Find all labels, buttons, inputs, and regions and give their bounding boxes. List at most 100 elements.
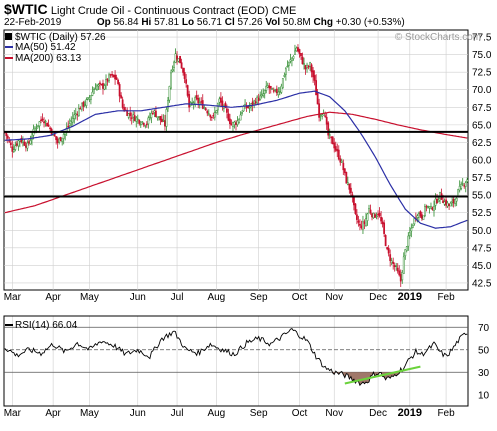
candle-body <box>393 265 396 267</box>
candle-body <box>105 79 107 86</box>
lo-value: 56.71 <box>196 17 222 28</box>
candle-body <box>297 47 299 52</box>
candle-body <box>26 142 29 149</box>
candle-body <box>100 83 103 86</box>
candle-body <box>109 74 112 76</box>
candle-body <box>40 119 42 121</box>
hi-label: Hi <box>141 17 152 28</box>
candle-body <box>416 215 419 218</box>
candle-body <box>442 200 444 204</box>
candle-body <box>219 97 222 103</box>
price-y-tick-label: 75.0 <box>472 50 492 61</box>
candle-body <box>148 117 151 120</box>
rsi-y-tick-label: 50 <box>478 345 490 356</box>
candle-body <box>372 212 375 219</box>
candle-body <box>129 112 132 116</box>
candle-body <box>292 56 295 59</box>
candle-body <box>37 125 39 127</box>
candle-body <box>390 260 393 264</box>
candle-body <box>236 120 239 125</box>
candle-body <box>192 102 195 104</box>
candle-body <box>421 214 423 219</box>
candle-body <box>108 74 110 82</box>
candle-body <box>43 121 45 124</box>
candle-body <box>324 115 327 117</box>
candle-body <box>248 106 251 109</box>
candle-body <box>180 62 183 69</box>
candle-body <box>399 274 402 282</box>
candle-body <box>138 119 141 124</box>
candle-body <box>70 120 73 122</box>
candle-body <box>67 125 70 128</box>
candle-body <box>218 98 221 103</box>
candle-body <box>366 213 369 221</box>
rsi-panel: 10 30 50 70 Mar Apr May Jun Jul Aug Sep Oct Nov Dec 20… <box>3 315 490 419</box>
candle-body <box>437 199 440 202</box>
candle-body <box>91 91 94 96</box>
candle-body <box>446 202 449 207</box>
candle-body <box>238 118 240 123</box>
candle-body <box>401 272 404 281</box>
candle-body <box>103 85 106 90</box>
candle-body <box>120 95 123 99</box>
candle-body <box>277 91 280 95</box>
rsi-x-tick-label: Jul <box>171 408 184 419</box>
candle-body <box>229 118 231 125</box>
candle-body <box>411 224 414 228</box>
candle-body <box>186 85 189 96</box>
price-y-tick-label: 42.5 <box>472 278 492 289</box>
candle-body <box>111 74 113 76</box>
candle-body <box>327 122 330 136</box>
chg-value: +0.30 (+0.53%) <box>335 17 405 28</box>
candle-body <box>221 100 224 107</box>
candle-body <box>191 102 194 104</box>
ma50-legend-label: MA(50) 51.42 <box>15 42 76 53</box>
candle-body <box>49 127 51 129</box>
candle-body <box>452 199 455 204</box>
candle-body <box>200 101 203 103</box>
candle-body <box>433 206 435 211</box>
rsi-x-tick-label: Apr <box>45 408 61 419</box>
price-y-tick-label: 45.0 <box>472 261 492 272</box>
candle-body <box>396 267 399 272</box>
candle-body <box>93 89 95 94</box>
candle-body <box>466 179 469 182</box>
candle-body <box>106 78 109 82</box>
candle-body <box>97 84 100 87</box>
candle-body <box>349 187 352 194</box>
price-x-tick-label: Jul <box>171 292 184 303</box>
candle-body <box>73 114 76 119</box>
candle-body <box>235 122 237 125</box>
candle-body <box>384 235 387 247</box>
candle-body <box>281 78 284 88</box>
candle-body <box>139 123 142 126</box>
candle-body <box>253 100 256 104</box>
candle-body <box>215 110 218 113</box>
candle-body <box>365 218 367 226</box>
candle-body <box>12 149 15 152</box>
candle-body <box>381 221 384 225</box>
candle-body <box>298 49 301 54</box>
candle-body <box>179 55 181 64</box>
candle-body <box>241 112 243 114</box>
rsi-plot-frame <box>3 315 469 407</box>
candle-body <box>80 102 83 110</box>
candle-body <box>159 115 162 121</box>
price-x-tick-label: Oct <box>292 292 308 303</box>
candle-body <box>176 55 178 60</box>
candle-body <box>387 248 390 254</box>
candle-body <box>455 197 458 202</box>
candle-body <box>363 221 366 225</box>
candle-body <box>368 208 370 214</box>
candle-body <box>286 65 289 68</box>
vol-value: 50.8M <box>282 17 311 28</box>
candle-body <box>170 72 172 89</box>
candle-body <box>21 140 24 143</box>
price-y-tick-label: 67.5 <box>472 103 492 114</box>
candle-body <box>62 134 65 139</box>
price-y-tick-label: 72.5 <box>472 68 492 79</box>
candle-body <box>102 83 104 89</box>
candle-body <box>346 182 349 185</box>
candle-body <box>195 95 198 100</box>
